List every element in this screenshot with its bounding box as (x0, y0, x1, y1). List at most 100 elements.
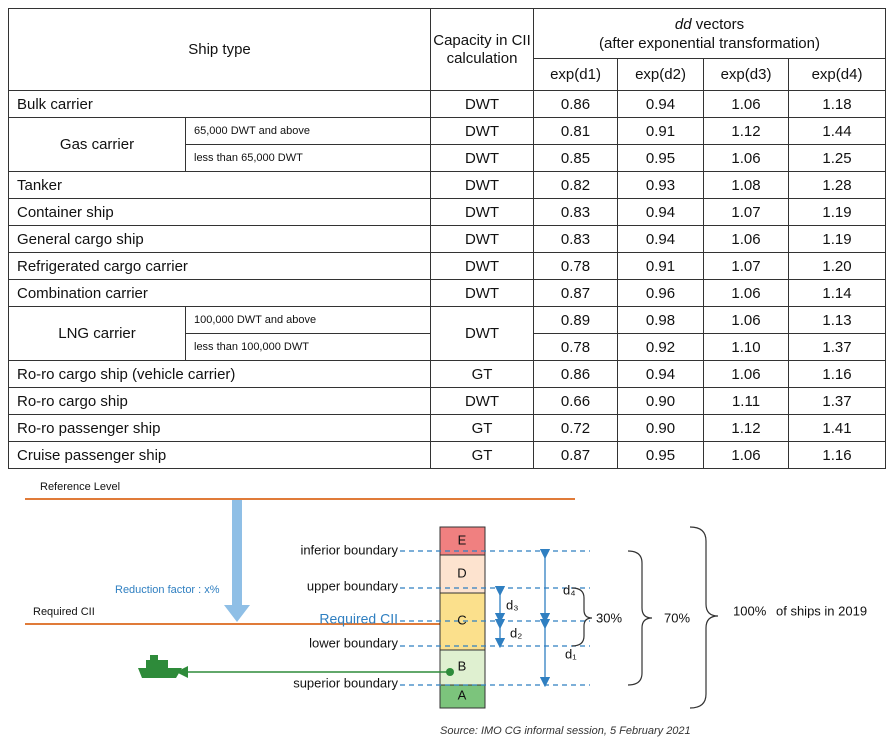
percent-label: 70% (664, 610, 690, 625)
table-row: Tanker DWT 0.82 0.93 1.08 1.28 (7, 171, 887, 199)
value: 0.96 (617, 279, 705, 307)
grade-label: B (458, 658, 467, 673)
d-label: d₁ (565, 646, 577, 661)
table-row: Ship type Capacity in CII calculation dd v… (7, 8, 887, 91)
value: 0.89 (533, 306, 619, 334)
value: 1.13 (788, 306, 887, 334)
header-cell: Ship type (7, 8, 432, 91)
reduction-label: Reduction factor : x% (115, 584, 220, 596)
required-label: Required CII (33, 606, 95, 618)
percent-label: 30% (596, 610, 622, 625)
header-text: vectors (695, 15, 745, 33)
ship-type: LNG carrier (8, 306, 186, 361)
capacity: GT (430, 414, 535, 442)
d-label: d₂ (510, 625, 522, 640)
value: 1.06 (703, 225, 790, 253)
dashed-lines (400, 550, 590, 686)
grade-label: E (458, 532, 467, 547)
capacity: GT (430, 360, 535, 388)
capacity: DWT (430, 90, 535, 118)
value: 0.78 (533, 333, 619, 361)
value: 0.91 (617, 117, 705, 145)
value: 0.90 (617, 387, 705, 415)
grade-box (439, 554, 486, 594)
value: 0.82 (533, 171, 619, 199)
table-row: Bulk carrier DWT 0.86 0.94 1.06 1.18 (7, 90, 887, 118)
value: 0.94 (617, 225, 705, 253)
grade-box (439, 684, 486, 709)
value: 1.16 (788, 360, 887, 388)
grade-box (439, 649, 486, 686)
table-row: Cruise passenger ship GT 0.87 0.95 1.06 1.16 (7, 441, 887, 469)
boundary-label: Required CII (319, 611, 398, 627)
header-cell: exp(d3) (703, 58, 790, 91)
header-text: dd (674, 15, 692, 33)
capacity: DWT (430, 171, 535, 199)
ship-dot (446, 668, 454, 676)
header-text: (after exponential transformation) (599, 34, 820, 52)
table-row: Combination carrier DWT 0.87 0.96 1.06 1.14 (7, 279, 887, 307)
value: 0.90 (617, 414, 705, 442)
percent-label: 100% (733, 603, 767, 618)
value: 1.19 (788, 225, 887, 253)
ship-icon (138, 655, 182, 678)
capacity: DWT (430, 306, 535, 361)
d-label: d₃ (506, 597, 519, 612)
value: 1.28 (788, 171, 887, 199)
ship-type: Cruise passenger ship (7, 441, 432, 469)
capacity: DWT (430, 252, 535, 280)
value: 1.12 (703, 117, 790, 145)
value: 0.83 (533, 198, 619, 226)
ship-type: Ro-ro passenger ship (7, 414, 432, 442)
ship-type: General cargo ship (7, 225, 432, 253)
ship-type: Combination carrier (7, 279, 432, 307)
reduction-arrow (224, 500, 250, 622)
value: 1.25 (788, 144, 887, 172)
value: 1.06 (703, 144, 790, 172)
table-row: Ro-ro cargo ship DWT 0.66 0.90 1.11 1.37 (7, 387, 887, 415)
header-cell: Capacity in CII calculation (430, 8, 535, 91)
grade-label: A (458, 687, 467, 702)
capacity: DWT (430, 198, 535, 226)
value: 0.78 (533, 252, 619, 280)
boundary-label: inferior boundary (300, 542, 398, 557)
boundary-label: lower boundary (309, 635, 398, 650)
percent-label: of ships in 2019 (776, 603, 867, 618)
value: 1.10 (703, 333, 790, 361)
value: 1.06 (703, 441, 790, 469)
grade-label: D (457, 565, 466, 580)
ship-type: Tanker (7, 171, 432, 199)
value: 1.12 (703, 414, 790, 442)
d-label: d₄ (563, 582, 576, 597)
ship-type: Ro-ro cargo ship (7, 387, 432, 415)
value: 0.92 (617, 333, 705, 361)
capacity: DWT (430, 225, 535, 253)
value: 1.37 (788, 333, 887, 361)
value: 0.81 (533, 117, 619, 145)
capacity: GT (430, 441, 535, 469)
header-cell: dd vectors (after exponential transformat… (533, 8, 887, 59)
table-row: exp(d1) exp(d2) exp(d3) exp(d4) (9, 58, 887, 91)
value: 1.06 (703, 279, 790, 307)
reference-label: Reference Level (40, 481, 120, 493)
value: 1.41 (788, 414, 887, 442)
value: 0.94 (617, 198, 705, 226)
grade-label: C (457, 612, 466, 627)
value: 1.06 (703, 90, 790, 118)
value: 0.93 (617, 171, 705, 199)
d-arrows (494, 548, 551, 688)
source: Source: IMO CG informal session, 5 Febru… (440, 725, 691, 737)
value: 1.44 (788, 117, 887, 145)
value: 0.95 (617, 441, 705, 469)
value: 0.86 (533, 360, 619, 388)
value: 1.20 (788, 252, 887, 280)
value: 0.72 (533, 414, 619, 442)
subtype: 100,000 DWT and above (184, 306, 432, 334)
value: 0.94 (617, 90, 705, 118)
table-row: Container ship DWT 0.83 0.94 1.07 1.19 (7, 198, 887, 226)
boundary-label: superior boundary (293, 675, 398, 690)
boundary-label: upper boundary (307, 578, 399, 593)
value: 0.94 (617, 360, 705, 388)
